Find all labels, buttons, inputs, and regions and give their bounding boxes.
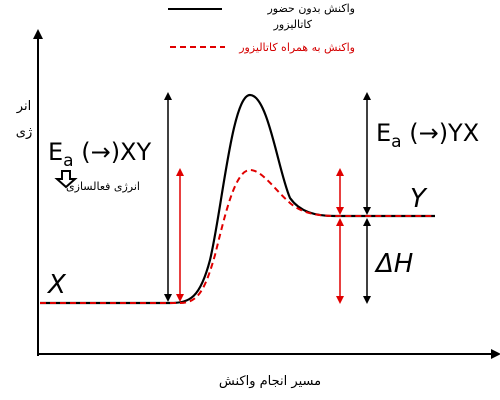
uncatalyzed-curve (40, 93, 435, 305)
ea-reverse-main: E (376, 119, 391, 147)
y-axis-label-1: انر (16, 99, 31, 114)
ea-forward-sub: a (63, 151, 73, 171)
activation-energy-note: انرژی فعالسازی (66, 180, 140, 193)
ea-reverse-sub: a (391, 132, 401, 152)
reactant-label: X (46, 270, 67, 300)
product-label: Y (410, 184, 428, 214)
legend-uncatalyzed-label-2: کاتالیزور (273, 18, 313, 31)
ea-reverse-rest: (→)YX (402, 119, 480, 147)
catalyzed-curve (40, 168, 435, 304)
ea-forward-label: Ea (→)XY (48, 138, 152, 171)
y-axis-label-2: ژی (16, 125, 32, 140)
legend-uncatalyzed-label-1: واکنش بدون حضور (266, 2, 355, 15)
ea-reverse-label: Ea (→)YX (376, 119, 479, 152)
legend-catalyzed-label: واکنش به همراه کاتالیزور (238, 41, 355, 54)
ea-forward-rest: (→)XY (74, 138, 152, 166)
ea-forward-main: E (48, 138, 63, 166)
delta-h-label: ΔH (374, 249, 413, 279)
down-arrow-icon (54, 170, 78, 189)
x-axis-label: مسیر انجام واکنش (219, 374, 321, 389)
